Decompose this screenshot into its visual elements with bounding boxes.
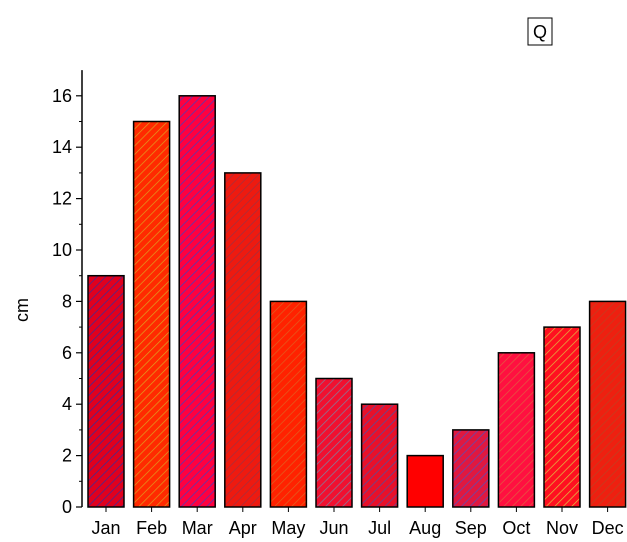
x-tick-label-aug: Aug bbox=[409, 518, 441, 538]
bar-jul bbox=[360, 403, 399, 508]
x-tick-label-may: May bbox=[271, 518, 305, 538]
bar-jun bbox=[315, 377, 353, 508]
y-tick-label-12: 12 bbox=[52, 189, 72, 209]
x-tick-label-jan: Jan bbox=[91, 518, 120, 538]
bar-aug bbox=[406, 454, 444, 508]
x-tick-label-feb: Feb bbox=[136, 518, 167, 538]
legend-label: Q bbox=[533, 22, 547, 42]
x-tick-label-mar: Mar bbox=[182, 518, 213, 538]
legend-box bbox=[527, 17, 553, 46]
x-tick-label-oct: Oct bbox=[502, 518, 530, 538]
bar-may bbox=[269, 300, 308, 508]
y-tick-label-16: 16 bbox=[52, 86, 72, 106]
y-axis: 0 2 4 6 8 10 12 14 16 bbox=[52, 70, 83, 517]
y-tick-label-6: 6 bbox=[62, 343, 72, 363]
y-tick-label-8: 8 bbox=[62, 291, 72, 311]
y-tick-label-10: 10 bbox=[52, 240, 72, 260]
y-tick-label-14: 14 bbox=[52, 137, 72, 157]
bar-feb bbox=[132, 120, 171, 508]
x-tick-label-jul: Jul bbox=[368, 518, 391, 538]
y-tick-label-2: 2 bbox=[62, 446, 72, 466]
x-tick-label-apr: Apr bbox=[229, 518, 257, 538]
y-tick-label-4: 4 bbox=[62, 394, 72, 414]
bar-jan bbox=[87, 274, 125, 508]
x-tick-label-jun: Jun bbox=[319, 518, 348, 538]
bar-mar bbox=[178, 95, 216, 508]
x-tick-label-sep: Sep bbox=[455, 518, 487, 538]
x-tick-label-nov: Nov bbox=[546, 518, 578, 538]
bar-nov bbox=[543, 326, 581, 508]
bar-sep bbox=[452, 429, 490, 508]
bar-oct bbox=[497, 352, 536, 508]
y-axis-label: cm bbox=[12, 298, 32, 322]
bar-dec bbox=[588, 300, 627, 508]
y-tick-label-0: 0 bbox=[62, 497, 72, 517]
bars-group bbox=[87, 95, 627, 508]
x-tick-label-dec: Dec bbox=[592, 518, 624, 538]
legend: Q bbox=[527, 17, 553, 46]
x-axis: Jan Feb Mar Apr May Jun Jul Aug Sep Oct Nov Dec bbox=[91, 507, 624, 538]
bar-apr bbox=[224, 172, 262, 508]
